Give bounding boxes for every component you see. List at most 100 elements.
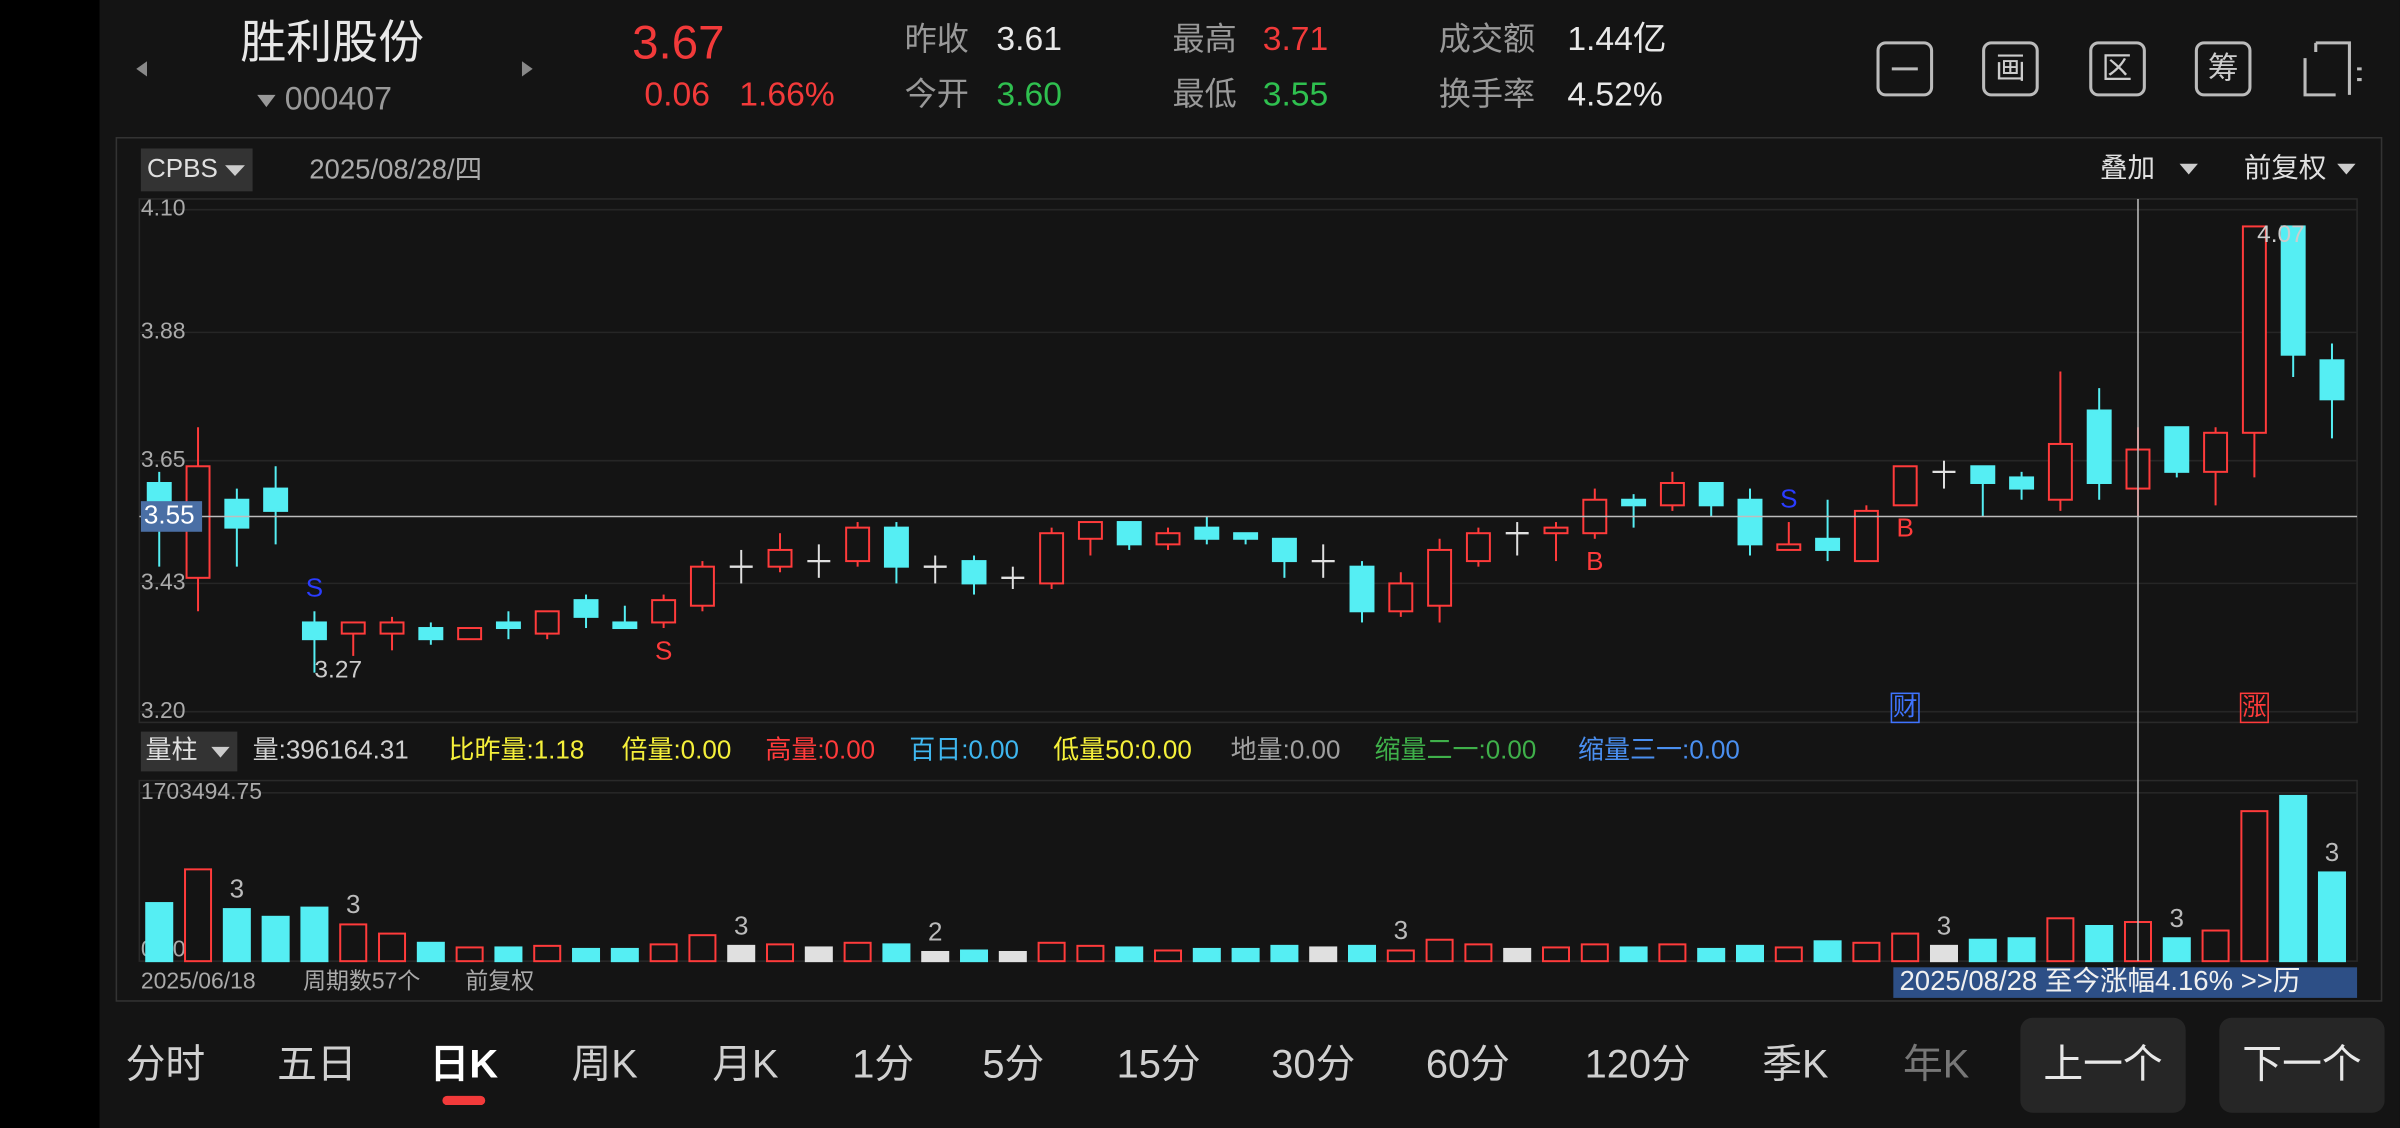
candle-body (961, 560, 987, 585)
volume-bar (184, 868, 213, 963)
volume-bar (2201, 929, 2230, 963)
stock-name: 胜利股份 (240, 16, 424, 68)
event-box (1890, 692, 1920, 724)
tab[interactable]: 年K (1903, 1042, 1970, 1086)
volume-tick-label: 1703494.75 (141, 778, 262, 804)
candle-body (263, 487, 289, 512)
volume-bar (222, 908, 251, 963)
volume-bar (960, 949, 989, 963)
tab[interactable]: 30分 (1271, 1042, 1355, 1086)
candle-body (1233, 532, 1259, 540)
candle-body (1116, 521, 1142, 546)
stat-label: 昨收 (905, 21, 969, 57)
tab[interactable]: 五日 (277, 1042, 357, 1086)
tab[interactable]: 120分 (1585, 1042, 1691, 1086)
volume-bar (1037, 941, 1066, 963)
event: 财 (1893, 693, 1917, 721)
candle-body (224, 498, 250, 529)
volume-bar (804, 946, 833, 963)
volume-bar (1154, 949, 1183, 963)
stat-label: 成交额 (1439, 21, 1535, 57)
stat-value: 3.71 (1263, 21, 1329, 58)
period-count: 周期数57个 (303, 968, 420, 994)
volume-stat: 倍量:0.00 (621, 734, 731, 764)
tool-button[interactable] (1982, 41, 2039, 97)
candle-body (2319, 359, 2345, 401)
volume-bar (1968, 938, 1997, 963)
footer-adjust: 前复权 (465, 968, 534, 994)
tool-button[interactable] (2089, 41, 2146, 97)
tool-label: 筹 (2208, 51, 2239, 85)
candle-body (2086, 409, 2112, 484)
candle-body (457, 627, 483, 641)
code-arrow[interactable] (257, 94, 276, 108)
volume-bar (1309, 946, 1338, 963)
dropdown-arrow (2337, 163, 2356, 175)
candle-body (1621, 498, 1647, 507)
event: 涨 (2242, 693, 2266, 721)
volume-bar (455, 946, 484, 963)
tab[interactable]: 周K (571, 1042, 638, 1086)
prev-stock[interactable] (136, 61, 147, 77)
tool-button[interactable] (2194, 41, 2252, 97)
volume-bar (1348, 944, 1377, 963)
volume-bar (1541, 946, 1571, 963)
overlay[interactable]: 叠加 (2100, 152, 2155, 183)
volume-bar (766, 943, 795, 963)
toolbar (1876, 41, 2362, 97)
tab[interactable]: 月K (712, 1042, 779, 1086)
candle-body (1271, 537, 1297, 563)
volume-bar (1929, 944, 1958, 963)
volume-bar (1231, 947, 1260, 963)
volume-bar (1891, 932, 1920, 963)
tab[interactable]: 15分 (1117, 1042, 1201, 1086)
price: 3.67 (632, 16, 724, 69)
volume-bar (1115, 946, 1144, 963)
adjust[interactable]: 前复权 (2244, 152, 2327, 183)
candle-body (534, 610, 560, 635)
candle-body (1427, 548, 1453, 607)
summary-box[interactable] (1893, 967, 2358, 998)
phone-icon[interactable] (2303, 41, 2362, 97)
candle-body (1970, 465, 1996, 484)
signal: S (655, 635, 672, 665)
tab[interactable]: 60分 (1426, 1042, 1510, 1086)
volume-stat: 地量:0.00 (1231, 734, 1341, 764)
volume-bar (1192, 947, 1221, 963)
volume-bar (2085, 924, 2114, 963)
volume-bar (610, 947, 639, 963)
chart-panel (115, 136, 2383, 1002)
next-stock[interactable] (521, 61, 533, 77)
volume-stat: 缩量二一:0.00 (1374, 734, 1536, 764)
nav-button[interactable] (2020, 1017, 2186, 1113)
tab[interactable]: 日K (430, 1042, 499, 1086)
volume-bar (1270, 944, 1299, 963)
tool-button[interactable] (1876, 41, 1934, 97)
candle-body (573, 599, 599, 618)
tab[interactable]: 5分 (982, 1042, 1044, 1086)
volume-bar (533, 944, 562, 963)
y-tick-label: 3.88 (141, 317, 186, 343)
volume-bar (1774, 946, 1803, 963)
nav-button-label: 下一个 (2242, 1042, 2361, 1086)
stat-label: 最高 (1172, 21, 1236, 57)
tab[interactable]: 分时 (126, 1042, 206, 1086)
crosshair-box (140, 501, 203, 532)
volume-bar (1658, 943, 1687, 963)
volume-bar (921, 950, 950, 963)
volume-bar (1503, 947, 1532, 963)
nav-button[interactable] (2219, 1017, 2385, 1113)
candle-body (1815, 537, 1841, 551)
candle-body (2047, 442, 2073, 501)
volume-bar (572, 947, 601, 963)
candle-body (1698, 482, 1724, 507)
volume-mark: 3 (1394, 915, 1408, 945)
tab[interactable]: 季K (1762, 1042, 1829, 1086)
volume-stat: 比昨量:1.18 (449, 734, 585, 764)
stat-value: 3.55 (1263, 76, 1329, 113)
signal: B (1586, 546, 1603, 576)
stat-value: 3.61 (996, 21, 1062, 58)
tab[interactable]: 1分 (852, 1042, 914, 1086)
candle-body (1039, 532, 1065, 585)
